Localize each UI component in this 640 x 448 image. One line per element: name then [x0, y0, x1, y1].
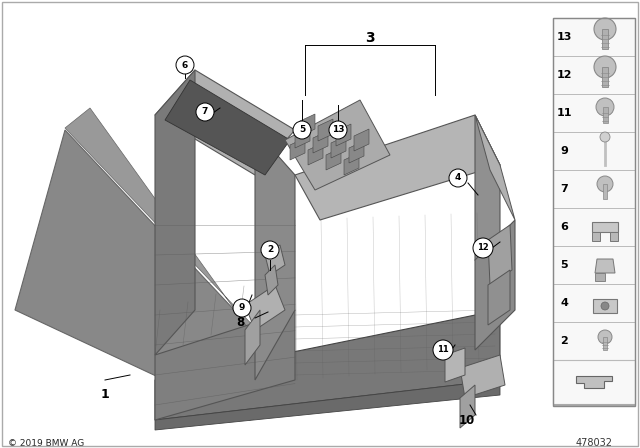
Polygon shape	[488, 270, 510, 325]
Polygon shape	[475, 115, 500, 310]
Text: 478032: 478032	[575, 438, 612, 448]
Polygon shape	[290, 138, 305, 160]
Text: 7: 7	[202, 108, 208, 116]
Polygon shape	[155, 70, 195, 355]
Polygon shape	[592, 232, 600, 241]
Text: 4: 4	[455, 173, 461, 182]
Circle shape	[293, 121, 311, 139]
Bar	[553, 18, 635, 406]
Text: 9: 9	[239, 303, 245, 313]
Polygon shape	[300, 114, 315, 136]
Text: 2: 2	[560, 336, 568, 346]
Polygon shape	[602, 67, 608, 87]
Polygon shape	[318, 119, 333, 141]
Polygon shape	[460, 355, 505, 398]
Polygon shape	[245, 285, 285, 330]
Polygon shape	[603, 337, 607, 350]
Circle shape	[329, 121, 347, 139]
Polygon shape	[445, 348, 465, 382]
Polygon shape	[265, 265, 278, 295]
Text: 13: 13	[332, 125, 344, 134]
Polygon shape	[603, 184, 607, 199]
Polygon shape	[331, 136, 346, 158]
Text: © 2019 BMW AG: © 2019 BMW AG	[8, 439, 84, 448]
Polygon shape	[576, 376, 612, 388]
Polygon shape	[336, 124, 351, 146]
Polygon shape	[308, 143, 323, 165]
Polygon shape	[488, 225, 512, 285]
Polygon shape	[602, 29, 608, 49]
Polygon shape	[155, 310, 295, 420]
Polygon shape	[155, 380, 500, 430]
Polygon shape	[595, 273, 605, 281]
Polygon shape	[313, 131, 328, 153]
Text: 8: 8	[236, 316, 244, 329]
Polygon shape	[155, 310, 500, 420]
Bar	[553, 360, 635, 404]
Polygon shape	[592, 222, 618, 232]
Circle shape	[261, 241, 279, 259]
Text: 6: 6	[182, 60, 188, 69]
Circle shape	[594, 18, 616, 40]
Polygon shape	[349, 141, 364, 163]
Circle shape	[196, 103, 214, 121]
Circle shape	[176, 56, 194, 74]
Polygon shape	[460, 385, 475, 428]
Polygon shape	[354, 129, 369, 151]
Circle shape	[597, 176, 613, 192]
Circle shape	[473, 238, 493, 258]
Circle shape	[449, 169, 467, 187]
Circle shape	[601, 302, 609, 310]
Polygon shape	[295, 115, 500, 220]
Text: 3: 3	[365, 31, 375, 45]
Polygon shape	[255, 130, 295, 380]
Circle shape	[596, 98, 614, 116]
Polygon shape	[475, 115, 515, 220]
Text: 10: 10	[459, 414, 475, 426]
Text: 11: 11	[437, 345, 449, 354]
Text: 1: 1	[100, 388, 109, 401]
Text: 6: 6	[560, 222, 568, 232]
Text: 13: 13	[556, 32, 572, 42]
Polygon shape	[610, 232, 618, 241]
Polygon shape	[295, 126, 310, 148]
Polygon shape	[595, 259, 615, 273]
Text: 12: 12	[477, 244, 489, 253]
Polygon shape	[285, 100, 390, 190]
Polygon shape	[602, 107, 607, 123]
Circle shape	[594, 56, 616, 78]
Circle shape	[433, 340, 453, 360]
Polygon shape	[344, 153, 359, 175]
Polygon shape	[265, 245, 285, 275]
Circle shape	[598, 330, 612, 344]
Text: 5: 5	[299, 125, 305, 134]
Text: 12: 12	[556, 70, 572, 80]
Text: 9: 9	[560, 146, 568, 156]
Polygon shape	[65, 108, 300, 375]
Text: 7: 7	[560, 184, 568, 194]
Circle shape	[600, 132, 610, 142]
Circle shape	[233, 299, 251, 317]
Text: 11: 11	[556, 108, 572, 118]
Bar	[553, 18, 635, 405]
Polygon shape	[15, 130, 300, 420]
Polygon shape	[165, 80, 290, 175]
Polygon shape	[245, 310, 260, 365]
Polygon shape	[155, 70, 295, 175]
Text: 5: 5	[560, 260, 568, 270]
Text: 4: 4	[560, 298, 568, 308]
Polygon shape	[475, 220, 515, 350]
Text: 2: 2	[267, 246, 273, 254]
Polygon shape	[593, 299, 617, 313]
Polygon shape	[326, 148, 341, 170]
